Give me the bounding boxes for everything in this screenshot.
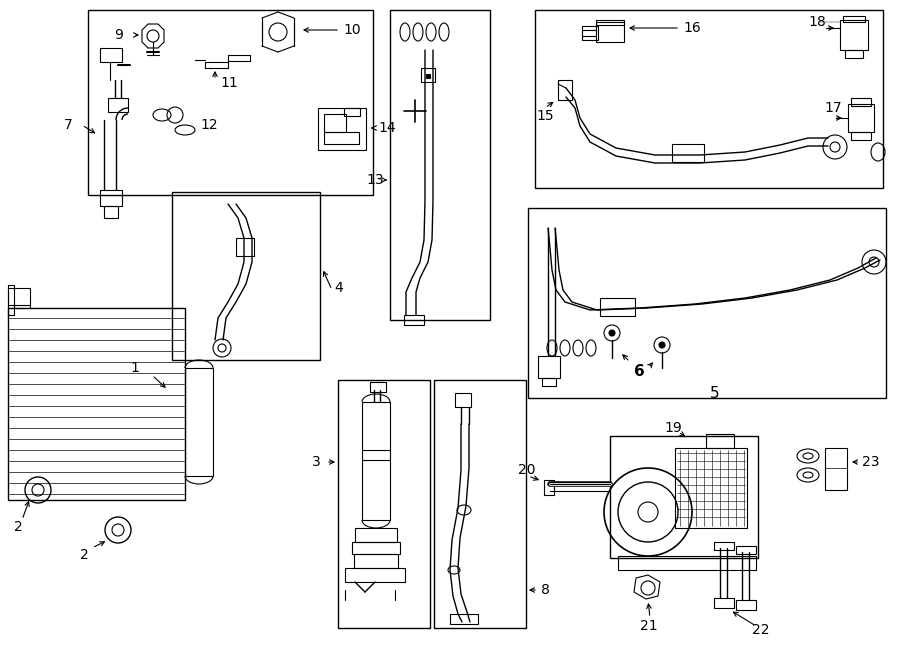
- Bar: [345, 568, 405, 582]
- Bar: [88, 10, 373, 195]
- Text: 12: 12: [200, 118, 218, 132]
- Text: 2: 2: [80, 548, 89, 562]
- Text: 3: 3: [312, 455, 320, 469]
- Bar: [558, 80, 572, 100]
- Bar: [736, 600, 756, 610]
- Bar: [542, 378, 556, 386]
- Bar: [318, 108, 366, 150]
- Bar: [825, 448, 847, 490]
- Bar: [706, 434, 734, 448]
- Bar: [185, 368, 213, 476]
- Bar: [672, 144, 704, 162]
- Bar: [354, 554, 398, 568]
- Bar: [455, 393, 471, 407]
- Bar: [843, 16, 865, 22]
- Bar: [100, 190, 122, 206]
- Circle shape: [659, 342, 665, 348]
- Bar: [362, 402, 390, 520]
- Bar: [851, 132, 871, 140]
- Bar: [104, 206, 118, 218]
- Bar: [618, 556, 756, 570]
- Bar: [528, 208, 886, 398]
- Text: 21: 21: [640, 619, 658, 633]
- Bar: [355, 528, 397, 542]
- Bar: [344, 108, 360, 116]
- Text: 16: 16: [683, 21, 701, 35]
- Bar: [450, 614, 478, 624]
- Bar: [8, 288, 30, 308]
- Text: 2: 2: [14, 520, 22, 534]
- Bar: [108, 98, 128, 112]
- Text: 18: 18: [808, 15, 826, 29]
- Bar: [324, 114, 346, 132]
- Bar: [596, 22, 624, 42]
- Text: 9: 9: [114, 28, 123, 42]
- Bar: [338, 380, 430, 628]
- Text: 22: 22: [752, 623, 770, 637]
- Bar: [851, 98, 871, 106]
- Text: 1: 1: [130, 361, 139, 375]
- Bar: [848, 104, 874, 132]
- Text: 14: 14: [378, 121, 396, 135]
- Bar: [714, 598, 734, 608]
- Bar: [390, 10, 490, 320]
- Text: 8: 8: [541, 583, 550, 597]
- Text: 19: 19: [664, 421, 682, 435]
- Text: 23: 23: [862, 455, 879, 469]
- Bar: [538, 356, 560, 378]
- Bar: [236, 238, 254, 256]
- Bar: [324, 132, 359, 144]
- Circle shape: [609, 330, 615, 336]
- Text: 15: 15: [536, 109, 554, 123]
- Bar: [8, 285, 14, 315]
- Bar: [370, 382, 386, 392]
- Bar: [610, 436, 758, 558]
- Bar: [426, 74, 430, 78]
- Bar: [544, 480, 554, 495]
- Bar: [596, 20, 624, 25]
- Text: 7: 7: [64, 118, 73, 132]
- Bar: [600, 298, 635, 316]
- Bar: [675, 448, 747, 528]
- Bar: [582, 26, 598, 40]
- Text: 11: 11: [220, 76, 238, 90]
- Bar: [404, 315, 424, 325]
- Text: 13: 13: [366, 173, 383, 187]
- Text: 4: 4: [334, 281, 343, 295]
- Bar: [421, 68, 435, 82]
- Bar: [714, 542, 734, 550]
- Bar: [845, 50, 863, 58]
- Bar: [535, 10, 883, 188]
- Bar: [352, 542, 400, 554]
- Bar: [172, 192, 320, 360]
- Bar: [840, 20, 868, 50]
- Bar: [100, 48, 122, 62]
- Bar: [434, 380, 526, 628]
- Text: 20: 20: [518, 463, 536, 477]
- Text: 5: 5: [710, 385, 720, 401]
- Text: 6: 6: [634, 364, 644, 379]
- Text: 17: 17: [824, 101, 842, 115]
- Text: 10: 10: [343, 23, 361, 37]
- Bar: [736, 546, 756, 554]
